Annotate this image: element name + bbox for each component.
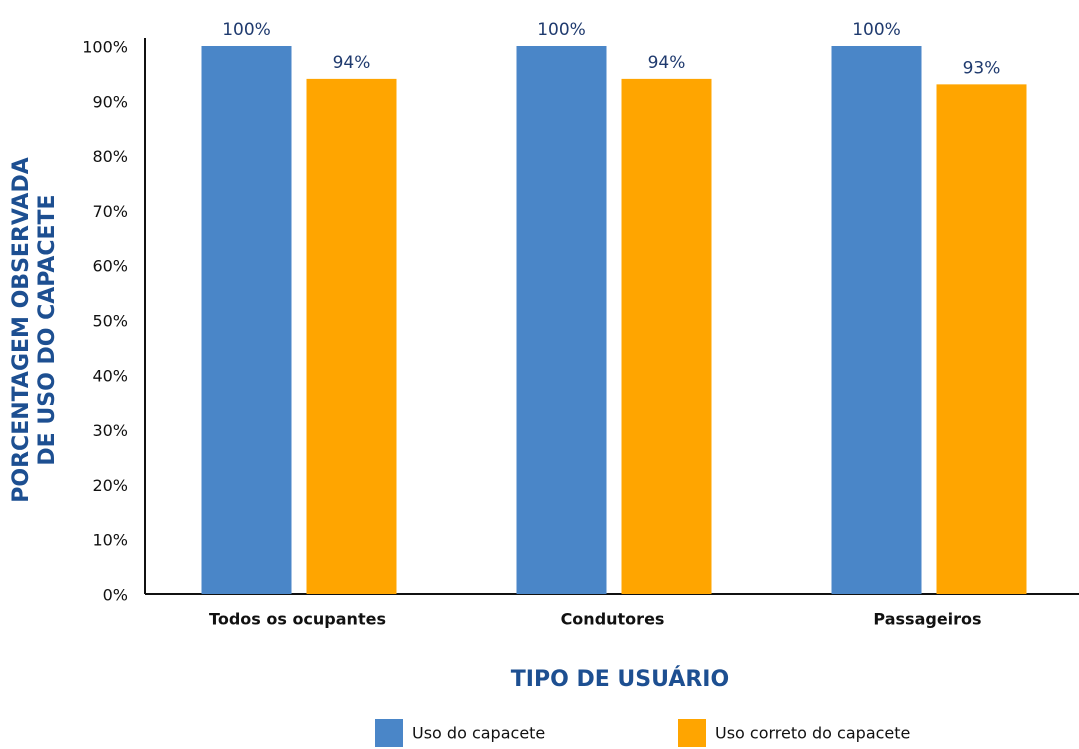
y-tick-label: 10% xyxy=(92,531,128,550)
legend-label: Uso correto do capacete xyxy=(715,724,910,743)
y-tick-label: 80% xyxy=(92,147,128,166)
data-label: 93% xyxy=(963,58,1001,78)
y-tick-label: 100% xyxy=(82,38,128,57)
legend-label: Uso do capacete xyxy=(412,724,545,743)
bar xyxy=(201,46,292,594)
bar xyxy=(621,78,712,594)
data-label: 100% xyxy=(852,20,901,40)
data-label: 94% xyxy=(648,53,686,73)
y-tick-label: 40% xyxy=(92,366,128,385)
x-tick-label: Condutores xyxy=(561,610,665,629)
y-tick-label: 50% xyxy=(92,312,128,331)
bar xyxy=(516,46,607,594)
bar xyxy=(936,84,1027,595)
x-axis-label: TIPO DE USUÁRIO xyxy=(511,666,729,692)
y-axis-label: PORCENTAGEM OBSERVADA xyxy=(9,157,34,502)
y-tick-label: 90% xyxy=(92,92,128,111)
x-tick-label: Passageiros xyxy=(873,610,981,629)
y-axis-label: DE USO DO CAPACETE xyxy=(35,194,60,465)
legend-swatch xyxy=(678,719,706,747)
y-tick-label: 60% xyxy=(92,257,128,276)
bar xyxy=(306,78,397,594)
data-label: 100% xyxy=(537,20,586,40)
data-label: 100% xyxy=(222,20,271,40)
bar xyxy=(831,46,922,594)
legend-swatch xyxy=(375,719,403,747)
y-tick-label: 30% xyxy=(92,421,128,440)
y-tick-label: 70% xyxy=(92,202,128,221)
y-tick-label: 0% xyxy=(103,586,128,605)
data-label: 94% xyxy=(333,53,371,73)
x-tick-label: Todos os ocupantes xyxy=(209,610,386,629)
y-tick-label: 20% xyxy=(92,476,128,495)
